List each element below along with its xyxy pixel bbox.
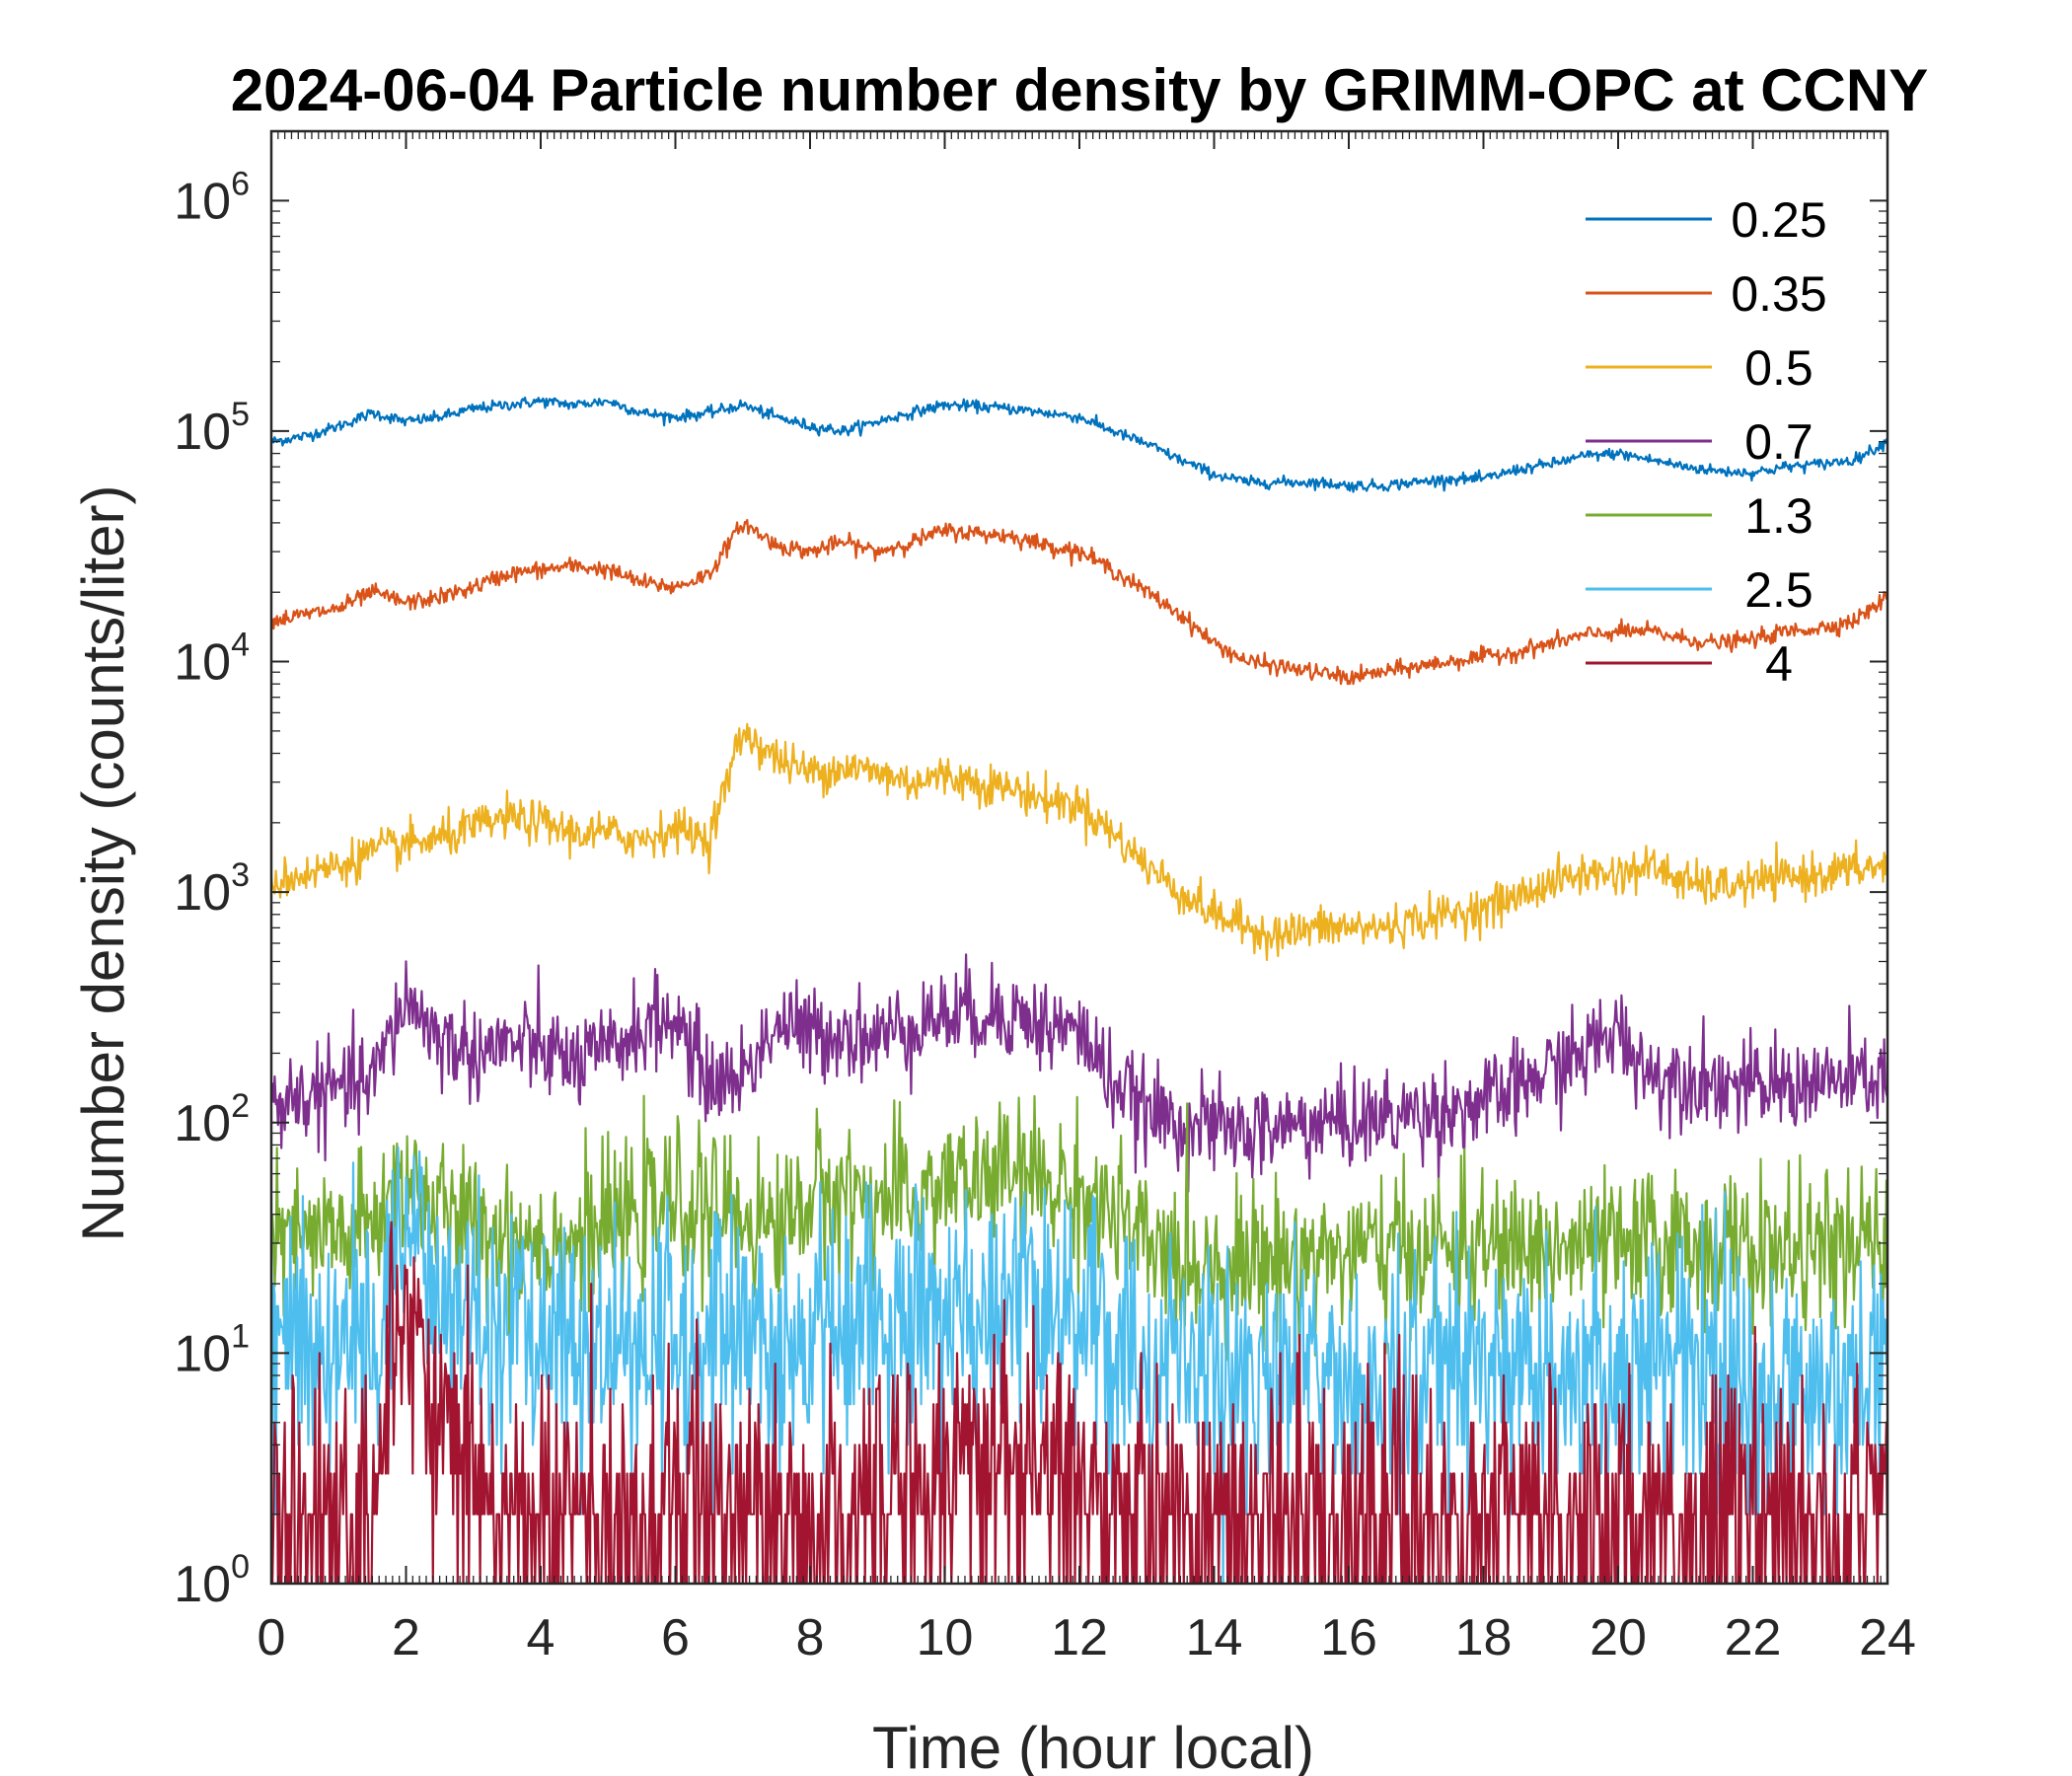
legend-label-1.3: 1.3 <box>1744 488 1813 544</box>
x-tick-label: 16 <box>1320 1609 1377 1666</box>
x-tick-label: 14 <box>1186 1609 1243 1666</box>
legend-label-0.25: 0.25 <box>1731 192 1826 248</box>
y-tick-label: 103 <box>174 856 250 922</box>
y-axis-label: Number density (counts/liter) <box>70 485 136 1242</box>
series-layer <box>271 398 1887 1619</box>
legend-label-0.5: 0.5 <box>1744 340 1813 396</box>
legend-label-0.7: 0.7 <box>1744 414 1813 470</box>
series-line-0.25 <box>271 398 1887 492</box>
legend: 0.25 0.35 0.5 0.7 1.3 2.5 4 <box>1586 192 1827 692</box>
legend-label-0.35: 0.35 <box>1731 266 1826 322</box>
series-line-0.35 <box>271 520 1887 684</box>
x-tick-label: 0 <box>258 1609 286 1666</box>
y-tick-label: 100 <box>174 1548 250 1613</box>
y-tick-label: 102 <box>174 1087 250 1152</box>
x-tick-label: 2 <box>392 1609 420 1666</box>
x-tick-label: 8 <box>796 1609 825 1666</box>
series-line-0.7 <box>271 954 1887 1191</box>
x-axis-label: Time (hour local) <box>872 1715 1314 1776</box>
y-tick-label: 105 <box>174 396 250 461</box>
legend-label-4: 4 <box>1765 636 1793 692</box>
x-tick-label: 6 <box>661 1609 690 1666</box>
y-tick-label: 106 <box>174 165 250 230</box>
legend-label-2.5: 2.5 <box>1744 562 1813 618</box>
series-line-0.5 <box>271 724 1887 960</box>
x-tick-label: 24 <box>1859 1609 1916 1666</box>
x-tick-label: 22 <box>1725 1609 1782 1666</box>
x-tick-label: 18 <box>1455 1609 1513 1666</box>
y-tick-label: 101 <box>174 1317 250 1382</box>
y-tick-label: 104 <box>174 627 250 692</box>
x-tick-label: 4 <box>527 1609 555 1666</box>
x-tick-label: 10 <box>917 1609 974 1666</box>
x-tick-label: 20 <box>1590 1609 1647 1666</box>
chart-title: 2024-06-04 Particle number density by GR… <box>231 57 1929 123</box>
x-tick-label: 12 <box>1051 1609 1108 1666</box>
